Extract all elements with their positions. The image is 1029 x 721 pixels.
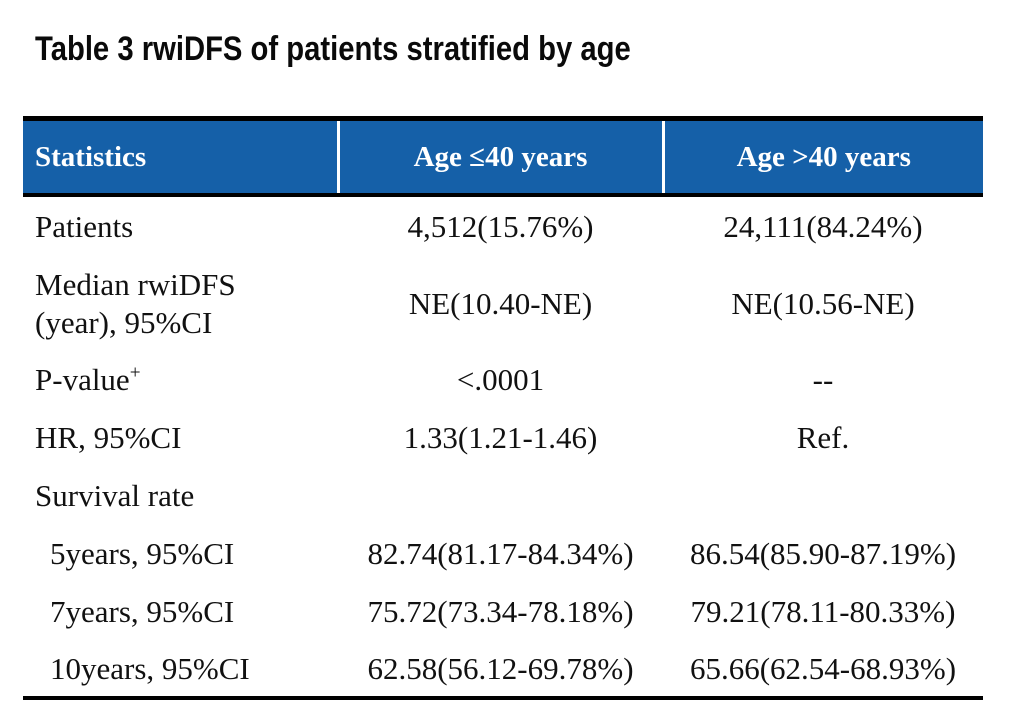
table-row-7years: 7years, 95%CI 75.72(73.34-78.18%) 79.21(… (23, 583, 983, 641)
cell-age-gt40 (663, 467, 983, 525)
row-label: Survival rate (35, 478, 195, 514)
table-body: Patients 4,512(15.76%) 24,111(84.24%) Me… (23, 195, 983, 698)
header-row: Statistics Age ≤40 years Age >40 years (23, 118, 983, 197)
cell-age-le40: <.0001 (456, 362, 545, 397)
row-label: 7years, 95%CI (50, 594, 235, 630)
cell-age-le40: 1.33(1.21-1.46) (403, 420, 598, 455)
table-row-survival-rate: Survival rate (23, 467, 983, 525)
pvalue-label-text: P-value (35, 362, 130, 398)
table-row-10years: 10years, 95%CI 62.58(56.12-69.78%) 65.66… (23, 641, 983, 698)
cell-age-gt40: 79.21(78.11-80.33%) (690, 594, 956, 629)
cell-age-le40: 82.74(81.17-84.34%) (367, 536, 634, 571)
cell-age-gt40: 24,111(84.24%) (723, 209, 923, 244)
pvalue-footnote-marker: + (129, 362, 141, 384)
cell-age-gt40: -- (812, 362, 834, 397)
row-label: Median rwiDFS (year), 95%CI (35, 267, 236, 340)
table-title-text: Table 3 rwiDFS of patients stratified by… (35, 30, 631, 68)
row-label: P-value+ (23, 351, 338, 409)
cell-age-gt40: NE(10.56-NE) (731, 286, 915, 321)
table-title: Table 3 rwiDFS of patients stratified by… (35, 30, 728, 69)
cell-age-le40: 62.58(56.12-69.78%) (367, 650, 634, 686)
header-age-gt40: Age >40 years (661, 118, 983, 197)
stats-table: Statistics Age ≤40 years Age >40 years P… (23, 116, 983, 700)
header-statistics: Statistics (23, 118, 338, 197)
table-row-median-rwidfs: Median rwiDFS (year), 95%CI NE(10.40-NE)… (23, 257, 983, 351)
table-header: Statistics Age ≤40 years Age >40 years (23, 118, 983, 197)
row-label: Patients (35, 209, 134, 245)
row-label: 5years, 95%CI (50, 536, 235, 572)
stats-table-container: Statistics Age ≤40 years Age >40 years P… (23, 116, 983, 700)
table-row-patients: Patients 4,512(15.76%) 24,111(84.24%) (23, 195, 983, 257)
row-label: 10years, 95%CI (50, 650, 250, 686)
table-row-pvalue: P-value+ <.0001 -- (23, 351, 983, 409)
table-row-hr: HR, 95%CI 1.33(1.21-1.46) Ref. (23, 409, 983, 467)
row-label: HR, 95%CI (35, 420, 182, 456)
cell-age-le40 (338, 467, 663, 525)
cell-age-le40: 75.72(73.34-78.18%) (367, 594, 634, 629)
cell-age-le40: 4,512(15.76%) (407, 209, 594, 244)
table-row-5years: 5years, 95%CI 82.74(81.17-84.34%) 86.54(… (23, 525, 983, 583)
cell-age-gt40: 65.66(62.54-68.93%) (689, 650, 957, 686)
header-age-le40: Age ≤40 years (336, 118, 663, 197)
cell-age-gt40: Ref. (796, 420, 850, 455)
cell-age-gt40: 86.54(85.90-87.19%) (689, 536, 957, 571)
cell-age-le40: NE(10.40-NE) (408, 286, 593, 321)
